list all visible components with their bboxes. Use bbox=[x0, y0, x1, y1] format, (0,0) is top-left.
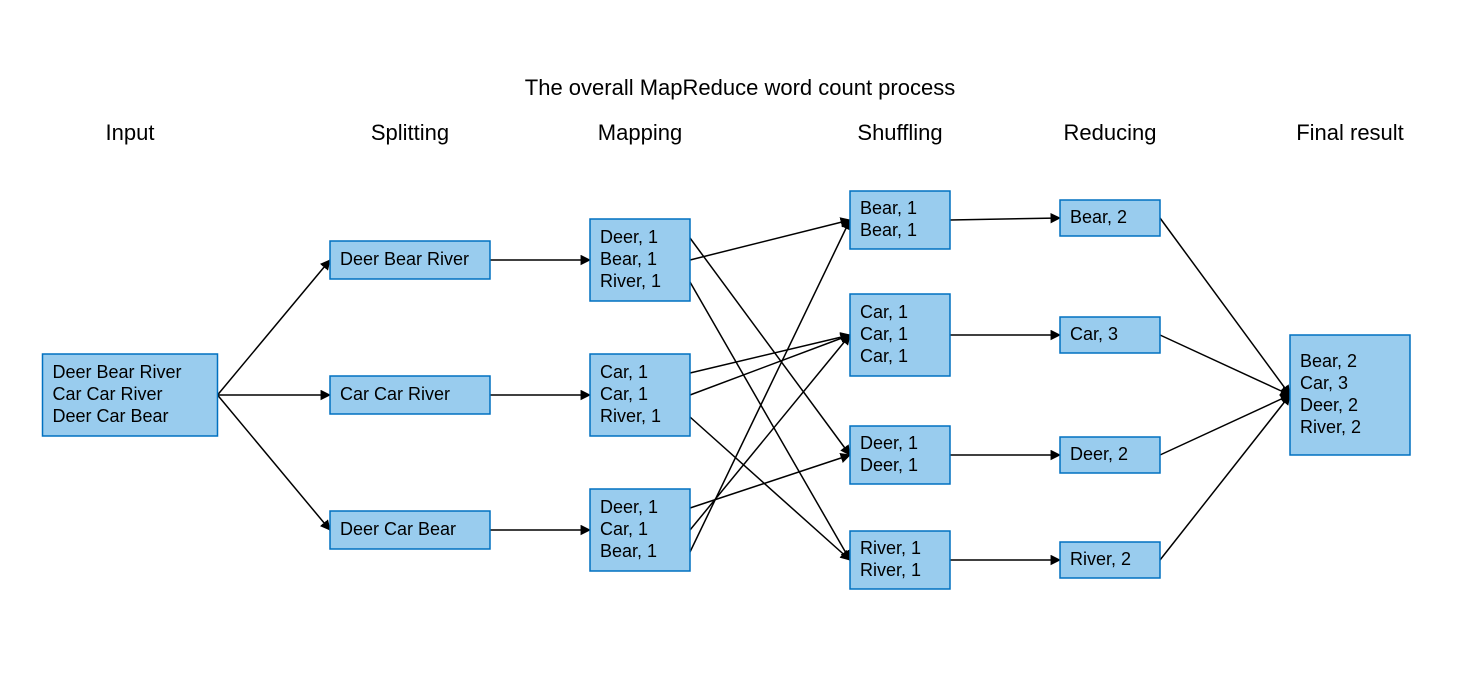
node-mp2: Deer, 1Car, 1Bear, 1 bbox=[590, 489, 690, 571]
node-sh2: Deer, 1Deer, 1 bbox=[850, 426, 950, 484]
node-text: River, 1 bbox=[600, 406, 661, 426]
node-text: River, 1 bbox=[860, 538, 921, 558]
edge-mp0-sh3 bbox=[690, 282, 850, 560]
node-text: Deer, 1 bbox=[860, 455, 918, 475]
node-text: Deer Bear River bbox=[340, 249, 469, 269]
node-text: Car Car River bbox=[53, 384, 163, 404]
node-text: Deer Bear River bbox=[53, 362, 182, 382]
column-header-final: Final result bbox=[1296, 120, 1404, 145]
node-text: Car, 1 bbox=[860, 324, 908, 344]
node-rd2: Deer, 2 bbox=[1060, 437, 1160, 473]
node-text: Car Car River bbox=[340, 384, 450, 404]
node-text: Deer, 1 bbox=[860, 433, 918, 453]
node-text: Deer Car Bear bbox=[340, 519, 456, 539]
node-in0: Deer Bear RiverCar Car RiverDeer Car Bea… bbox=[43, 354, 218, 436]
node-text: Deer, 1 bbox=[600, 497, 658, 517]
node-text: Bear, 1 bbox=[600, 541, 657, 561]
node-text: River, 1 bbox=[600, 271, 661, 291]
node-mp0: Deer, 1Bear, 1River, 1 bbox=[590, 219, 690, 301]
node-text: Bear, 1 bbox=[860, 220, 917, 240]
node-text: Bear, 2 bbox=[1070, 207, 1127, 227]
edge-mp1-sh1 bbox=[690, 335, 850, 373]
mapreduce-diagram: The overall MapReduce word count process… bbox=[0, 0, 1480, 687]
edge-in0-sp2 bbox=[218, 395, 331, 530]
column-header-reducing: Reducing bbox=[1064, 120, 1157, 145]
column-header-splitting: Splitting bbox=[371, 120, 449, 145]
node-text: Car, 1 bbox=[860, 302, 908, 322]
edge-rd2-fn0 bbox=[1160, 395, 1290, 455]
column-header-mapping: Mapping bbox=[598, 120, 682, 145]
node-text: Bear, 1 bbox=[860, 198, 917, 218]
node-text: Deer, 1 bbox=[600, 227, 658, 247]
node-fn0: Bear, 2Car, 3Deer, 2River, 2 bbox=[1290, 335, 1410, 455]
diagram-title: The overall MapReduce word count process bbox=[525, 75, 955, 100]
column-header-shuffling: Shuffling bbox=[857, 120, 942, 145]
node-sp2: Deer Car Bear bbox=[330, 511, 490, 549]
node-text: Car, 1 bbox=[600, 362, 648, 382]
node-rd1: Car, 3 bbox=[1060, 317, 1160, 353]
column-header-input: Input bbox=[106, 120, 155, 145]
node-text: Car, 1 bbox=[600, 384, 648, 404]
edge-mp1-sh3 bbox=[690, 417, 850, 560]
node-text: Car, 1 bbox=[600, 519, 648, 539]
node-text: Car, 3 bbox=[1300, 373, 1348, 393]
edge-rd3-fn0 bbox=[1160, 395, 1290, 560]
node-sh3: River, 1River, 1 bbox=[850, 531, 950, 589]
node-text: River, 1 bbox=[860, 560, 921, 580]
edge-mp0-sh0 bbox=[690, 220, 850, 260]
node-text: River, 2 bbox=[1300, 417, 1361, 437]
node-text: Deer, 2 bbox=[1300, 395, 1358, 415]
node-text: Bear, 2 bbox=[1300, 351, 1357, 371]
node-text: Bear, 1 bbox=[600, 249, 657, 269]
node-text: Deer Car Bear bbox=[53, 406, 169, 426]
node-sh1: Car, 1Car, 1Car, 1 bbox=[850, 294, 950, 376]
node-rd3: River, 2 bbox=[1060, 542, 1160, 578]
node-text: Car, 3 bbox=[1070, 324, 1118, 344]
node-rd0: Bear, 2 bbox=[1060, 200, 1160, 236]
node-text: Deer, 2 bbox=[1070, 444, 1128, 464]
edge-rd0-fn0 bbox=[1160, 218, 1290, 395]
edge-rd1-fn0 bbox=[1160, 335, 1290, 395]
node-text: Car, 1 bbox=[860, 346, 908, 366]
node-sp0: Deer Bear River bbox=[330, 241, 490, 279]
edge-sh0-rd0 bbox=[950, 218, 1060, 220]
node-sp1: Car Car River bbox=[330, 376, 490, 414]
node-sh0: Bear, 1Bear, 1 bbox=[850, 191, 950, 249]
node-mp1: Car, 1Car, 1River, 1 bbox=[590, 354, 690, 436]
node-text: River, 2 bbox=[1070, 549, 1131, 569]
edge-in0-sp0 bbox=[218, 260, 331, 395]
